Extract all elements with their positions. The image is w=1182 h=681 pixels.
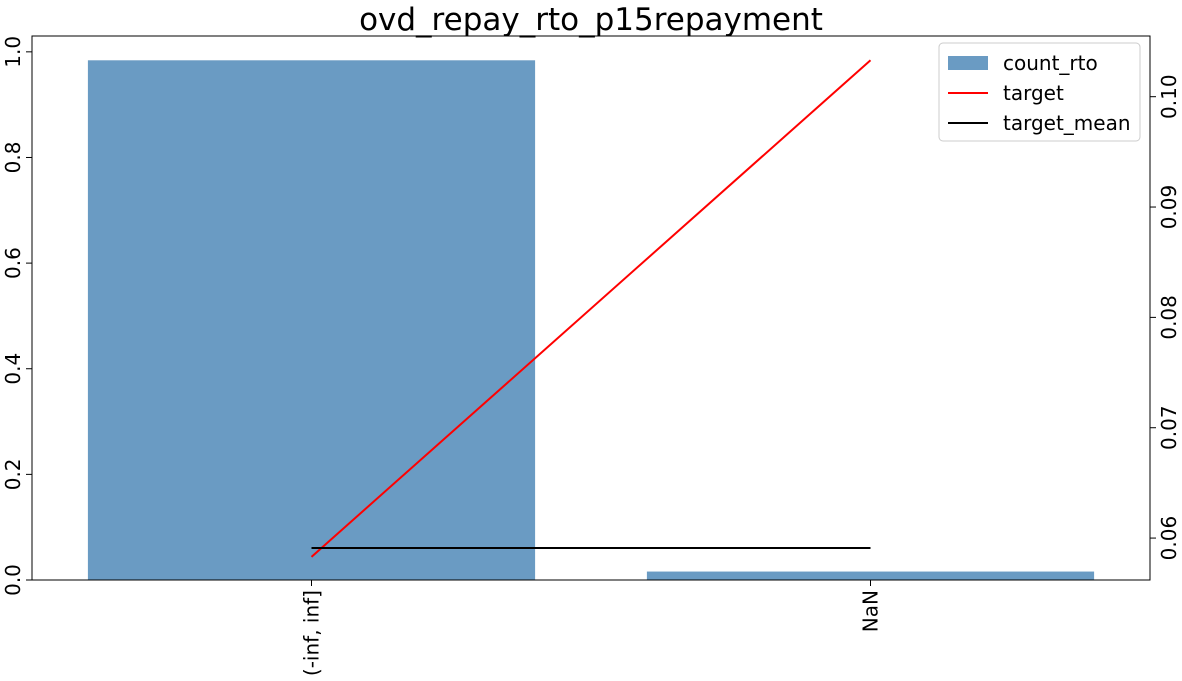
y2-tick-label-0: 0.06	[1157, 516, 1181, 561]
bar-count_rto-0	[87, 60, 536, 580]
chart-title: ovd_repay_rto_p15repayment	[359, 2, 823, 38]
y2-tick-label-3: 0.09	[1157, 185, 1181, 230]
y2-tick-label-1: 0.07	[1157, 405, 1181, 450]
bar-count_rto-1	[646, 571, 1095, 580]
legend-label-count_rto: count_rto	[1003, 51, 1098, 75]
y-tick-label-5: 1.0	[1, 36, 25, 68]
x-tick-label-0: (-inf, inf]	[300, 590, 324, 676]
legend-swatch-count_rto	[948, 56, 988, 70]
legend-box	[938, 42, 1141, 142]
legend-label-target: target	[1003, 81, 1064, 105]
y2-tick-label-2: 0.08	[1157, 295, 1181, 340]
legend-label-target_mean: target_mean	[1003, 111, 1131, 135]
y-tick-label-3: 0.6	[1, 247, 25, 279]
plot-frame	[31, 35, 1151, 581]
y-tick-label-4: 0.8	[1, 142, 25, 174]
line-target	[310, 59, 872, 558]
y-tick-label-0: 0.0	[1, 564, 25, 596]
y-tick-label-1: 0.2	[1, 458, 25, 490]
y2-tick-label-4: 0.10	[1157, 74, 1181, 119]
y-tick-label-2: 0.4	[1, 353, 25, 385]
x-tick-label-1: NaN	[859, 590, 883, 632]
